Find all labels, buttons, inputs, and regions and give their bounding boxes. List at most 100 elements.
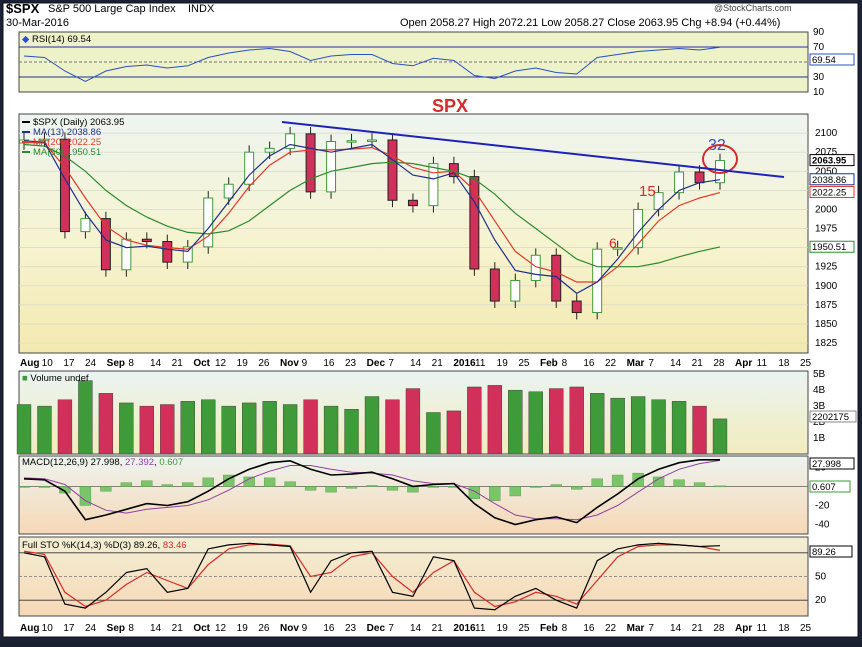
x-tick: 16: [323, 358, 335, 369]
candle-body: [407, 199, 418, 207]
volume-bar: [37, 405, 52, 455]
macd-histogram-bar: [182, 482, 194, 487]
x-tick-bottom: 18: [778, 623, 790, 634]
x-tick: 9: [302, 358, 308, 369]
candle-body: [141, 238, 152, 243]
volume-bar: [344, 409, 359, 455]
price-tick: 2075: [815, 147, 838, 158]
x-tick: 10: [42, 358, 54, 369]
candle-body: [571, 300, 582, 314]
x-tick-bottom: 7: [388, 623, 394, 634]
volume-tick: 2B: [813, 417, 826, 428]
candle-body: [223, 183, 234, 199]
x-tick-bottom: 23: [345, 623, 357, 634]
volume-bar: [426, 412, 441, 455]
x-tick: 14: [670, 358, 682, 369]
volume-bar: [405, 388, 421, 455]
macd-histogram-bar: [652, 476, 665, 487]
volume-bar: [364, 396, 380, 455]
x-tick: 23: [345, 358, 357, 369]
index-name: S&P 500 Large Cap Index: [48, 3, 176, 15]
candle-body: [121, 238, 132, 271]
volume-tick: 5B: [813, 369, 826, 380]
x-tick: 17: [63, 358, 75, 369]
x-tick-bottom: 21: [172, 623, 184, 634]
macd-histogram-bar: [18, 486, 30, 488]
x-tick-bottom: 11: [475, 623, 486, 634]
x-tick: 24: [85, 358, 97, 369]
volume-bar: [549, 388, 564, 455]
macd-histogram-bar: [427, 486, 440, 488]
macd-histogram-bar: [366, 485, 378, 487]
volume-bar: [385, 399, 400, 455]
price-badge: 1950.51: [812, 242, 846, 253]
macd-histogram-bar: [448, 486, 460, 488]
spx-annotation: SPX: [432, 96, 468, 116]
candle-body: [305, 133, 316, 193]
annotation-6: 6: [609, 235, 617, 251]
candle-body: [551, 254, 562, 302]
chart-date: 30-Mar-2016: [6, 17, 69, 29]
candle-body: [244, 151, 255, 185]
x-tick: 14: [150, 358, 162, 369]
volume-bar: [201, 399, 216, 455]
macd-histogram-bar: [59, 486, 71, 494]
x-tick: Mar: [627, 358, 645, 369]
candle-body: [510, 279, 521, 302]
price-tick: 2100: [815, 128, 838, 139]
volume-bar: [139, 405, 154, 455]
ma20-line: [23, 141, 721, 283]
candle-body: [674, 171, 685, 194]
macd-badge-bg: [809, 457, 855, 470]
x-tick: Apr: [735, 358, 752, 369]
volume-bar: [57, 399, 73, 455]
price-badge: 2063.95: [812, 156, 847, 167]
macd-histogram-bar: [38, 486, 51, 488]
legend-entry: MA(13) 2038.86: [33, 127, 101, 138]
x-tick-bottom: 24: [85, 623, 97, 634]
rsi-label: ◆ RSI(14) 69.54: [22, 34, 91, 45]
x-tick-bottom: 7: [648, 623, 654, 634]
x-tick: Dec: [367, 358, 386, 369]
x-tick: 26: [258, 358, 270, 369]
resistance-trendline: [281, 121, 785, 178]
rsi-badge-bg: [809, 53, 855, 66]
volume-bar: [671, 401, 687, 455]
macd-histogram-bar: [468, 486, 481, 500]
price-badge-bg: [809, 185, 855, 198]
x-tick: 21: [432, 358, 444, 369]
x-tick: 11: [757, 358, 768, 369]
price-tick: 1825: [815, 338, 838, 349]
macd-hist-badge: 0.607: [812, 482, 836, 493]
macd-histogram-bar: [407, 486, 419, 493]
x-tick: 25: [518, 358, 530, 369]
volume-bar: [282, 404, 298, 455]
annotation-15: 15: [639, 183, 656, 200]
ma13-line: [23, 140, 721, 295]
x-tick: 11: [475, 358, 486, 369]
macd-histogram-bar: [345, 486, 358, 489]
x-tick: Aug: [20, 358, 39, 369]
price-badge-bg: [809, 154, 855, 167]
x-tick-bottom: Dec: [367, 623, 386, 634]
x-tick-bottom: 14: [410, 623, 422, 634]
x-tick: 28: [713, 358, 725, 369]
volume-bar: [446, 410, 462, 455]
rsi-tick: 90: [813, 27, 825, 38]
x-axis-bottom: Aug 10 17 24 Sep 8 14 21 Oct 12 19 26 Nov 9 16 23 Dec 7 14…: [20, 623, 812, 634]
rsi-badge: 69.54: [812, 55, 836, 66]
price-badge-bg: [809, 240, 855, 253]
macd-histogram-bar: [120, 482, 133, 487]
x-tick-bottom: 10: [42, 623, 54, 634]
volume-layer: [16, 380, 728, 455]
x-tick: 14: [410, 358, 422, 369]
x-tick: Nov: [280, 358, 299, 369]
volume-bar: [160, 404, 175, 455]
volume-badge-bg: [809, 410, 857, 423]
x-tick-bottom: 22: [605, 623, 617, 634]
volume-bar: [712, 418, 728, 455]
macd-layer: [18, 458, 808, 526]
candle-body: [469, 176, 480, 270]
x-tick: 19: [237, 358, 249, 369]
